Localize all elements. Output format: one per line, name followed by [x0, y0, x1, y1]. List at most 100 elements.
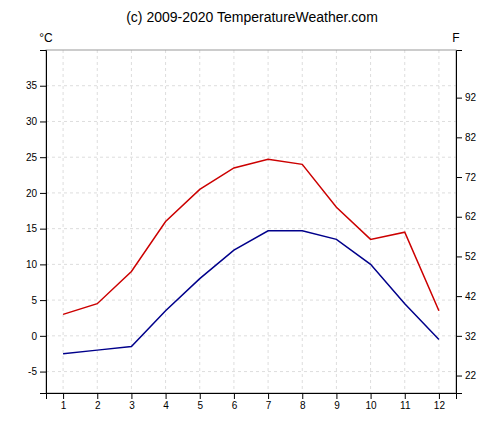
x-tick: 9 [334, 393, 340, 411]
y-grid-line [46, 335, 456, 336]
x-grid-line [404, 50, 405, 393]
y-tick: 15 [26, 223, 46, 234]
y-tick-mark [40, 193, 46, 194]
y2-tick-label: 22 [465, 370, 477, 381]
x-tick-label: 6 [232, 400, 238, 411]
title: (c) 2009-2020 TemperatureWeather.com [126, 9, 378, 25]
x-grid-line [302, 50, 303, 393]
y2-tick: 32 [456, 331, 477, 342]
y2-tick-label: 52 [465, 251, 477, 262]
y2-tick: 42 [456, 291, 477, 302]
y-grid-line [46, 157, 456, 158]
x-tick: 5 [197, 393, 203, 411]
y-tick-mark [40, 336, 46, 337]
y-grid-line [46, 371, 456, 372]
y-tick-mark [40, 121, 46, 122]
y-grid-line [46, 192, 456, 193]
x-grid-line [268, 50, 269, 393]
x-tick: 10 [366, 393, 378, 411]
x-grid-line [97, 50, 98, 393]
y-grid-line [46, 228, 456, 229]
x-tick-mark [131, 393, 132, 399]
x-axis-line [47, 394, 457, 400]
y-axis-label: °C [39, 31, 53, 45]
x-tick: 6 [232, 393, 238, 411]
plot-area [63, 159, 439, 353]
y2-tick-label: 72 [465, 172, 477, 183]
y2-tick-label: 32 [465, 331, 477, 342]
x-tick-mark [97, 393, 98, 399]
x-tick: 2 [95, 393, 101, 411]
y-tick: 5 [31, 295, 46, 306]
y2-tick-mark [456, 296, 462, 297]
y-tick-mark [40, 300, 46, 301]
y-grid-line [46, 300, 456, 301]
y2-tick-mark [456, 217, 462, 218]
x-grid-line [199, 50, 200, 393]
y-grid-line [46, 121, 456, 122]
y2-tick: 22 [456, 370, 477, 381]
x-grid-line [131, 50, 132, 393]
y-grid-line [46, 264, 456, 265]
y2-tick: 62 [456, 211, 477, 222]
y-tick: 20 [26, 188, 46, 199]
y-tick: 30 [26, 116, 46, 127]
x-tick-label: 11 [400, 400, 411, 411]
y2-tick-label: 92 [465, 92, 477, 103]
x-tick-label: 4 [163, 400, 169, 411]
y2-tick: 92 [456, 92, 477, 103]
y-tick-label: 35 [26, 80, 38, 91]
y-tick-label: 10 [26, 259, 38, 270]
y-tick: 25 [26, 152, 46, 163]
y2-tick-label: 62 [465, 211, 477, 222]
y-tick-mark [40, 86, 46, 87]
x-tick: 4 [163, 393, 169, 411]
x-tick-mark [63, 393, 64, 399]
x-tick-mark [200, 393, 201, 399]
x-tick-label: 5 [197, 400, 203, 411]
x-tick-mark [166, 393, 167, 399]
y-tick: 10 [26, 259, 46, 270]
y-tick-label: 20 [26, 188, 38, 199]
y2-tick: 82 [456, 132, 477, 143]
y-tick-mark [40, 157, 46, 158]
x-tick: 7 [266, 393, 272, 411]
y-tick-label: 0 [31, 331, 37, 342]
y2-tick-mark [456, 256, 462, 257]
y2-tick-mark [456, 177, 462, 178]
y-tick-label: -5 [28, 366, 37, 377]
y-tick-label: 5 [31, 295, 37, 306]
grid [46, 50, 456, 393]
y2-tick-mark [456, 98, 462, 99]
x-tick-label: 3 [129, 400, 135, 411]
y-axis-line [40, 51, 47, 394]
x-tick-label: 7 [266, 400, 272, 411]
x-tick: 12 [434, 393, 446, 411]
y-tick-label: 15 [26, 223, 38, 234]
y-tick-label: 25 [26, 152, 38, 163]
x-tick-mark [234, 393, 235, 399]
y2-tick-label: 82 [465, 132, 477, 143]
x-tick-label: 2 [95, 400, 101, 411]
x-tick-label: 12 [434, 400, 446, 411]
y-tick-label: 30 [26, 116, 38, 127]
y2-axis-label: F [452, 31, 459, 45]
x-tick-mark [302, 393, 303, 399]
chart: 123456789101112-505101520253035223242526… [0, 0, 504, 425]
y-axis: -5 0 5 10 15 20 25 30 35 [26, 51, 47, 394]
x-tick-mark [336, 393, 337, 399]
x-tick: 8 [300, 393, 306, 411]
x-tick-mark [268, 393, 269, 399]
x-grid-line [336, 50, 337, 393]
x-grid-line [370, 50, 371, 393]
y2-axis-line [457, 51, 463, 394]
x-tick-mark [371, 393, 372, 399]
y2-tick-mark [456, 376, 462, 377]
y2-tick-mark [456, 137, 462, 138]
x-tick-mark [405, 393, 406, 399]
x-tick: 11 [400, 393, 411, 411]
x-tick-label: 9 [334, 400, 340, 411]
y2-tick-mark [456, 336, 462, 337]
x-tick-label: 8 [300, 400, 306, 411]
y2-tick: 52 [456, 251, 477, 262]
